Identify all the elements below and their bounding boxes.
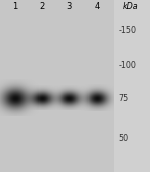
Text: 1: 1: [12, 2, 18, 11]
Bar: [114, 0, 150, 172]
Bar: [0, 0, 114, 172]
Text: 4: 4: [95, 2, 100, 11]
Text: 3: 3: [66, 2, 72, 11]
Text: 75: 75: [118, 94, 129, 103]
Text: 2: 2: [39, 2, 45, 11]
Text: -150: -150: [118, 26, 136, 35]
Text: 50: 50: [118, 134, 129, 143]
Text: kDa: kDa: [123, 2, 139, 11]
Text: -100: -100: [118, 61, 136, 70]
